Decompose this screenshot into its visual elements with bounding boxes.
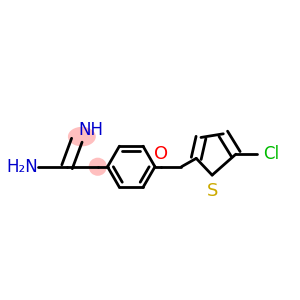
Text: O: O — [154, 146, 168, 164]
Text: H₂N: H₂N — [6, 158, 38, 176]
Text: S: S — [207, 182, 219, 200]
Ellipse shape — [89, 158, 107, 176]
Ellipse shape — [68, 127, 96, 146]
Text: NH: NH — [78, 121, 103, 139]
Text: Cl: Cl — [263, 145, 279, 163]
